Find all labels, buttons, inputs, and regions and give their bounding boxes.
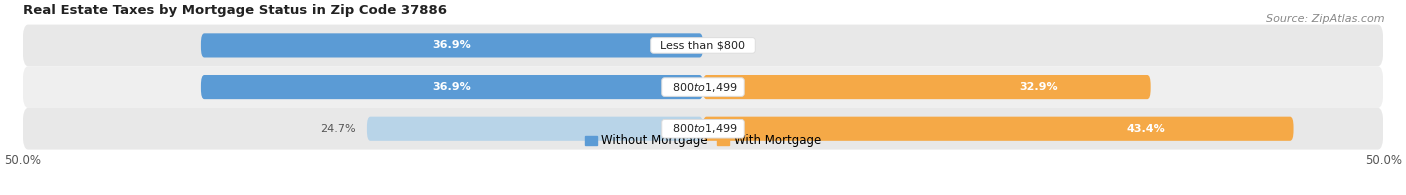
FancyBboxPatch shape	[703, 117, 1294, 141]
Legend: Without Mortgage, With Mortgage: Without Mortgage, With Mortgage	[581, 130, 825, 152]
Text: 24.7%: 24.7%	[321, 124, 356, 134]
FancyBboxPatch shape	[703, 75, 1150, 99]
Text: $800 to $1,499: $800 to $1,499	[665, 122, 741, 135]
Text: 43.4%: 43.4%	[1126, 124, 1166, 134]
Text: Less than $800: Less than $800	[654, 40, 752, 51]
FancyBboxPatch shape	[367, 117, 703, 141]
Text: $800 to $1,499: $800 to $1,499	[665, 81, 741, 94]
Text: Source: ZipAtlas.com: Source: ZipAtlas.com	[1267, 14, 1385, 24]
FancyBboxPatch shape	[201, 33, 703, 58]
Text: 32.9%: 32.9%	[1019, 82, 1059, 92]
FancyBboxPatch shape	[201, 75, 703, 99]
FancyBboxPatch shape	[22, 108, 1384, 150]
Text: 0.0%: 0.0%	[710, 40, 738, 51]
FancyBboxPatch shape	[22, 25, 1384, 66]
FancyBboxPatch shape	[22, 66, 1384, 108]
Text: Real Estate Taxes by Mortgage Status in Zip Code 37886: Real Estate Taxes by Mortgage Status in …	[22, 4, 447, 17]
Text: 36.9%: 36.9%	[433, 82, 471, 92]
Text: 36.9%: 36.9%	[433, 40, 471, 51]
